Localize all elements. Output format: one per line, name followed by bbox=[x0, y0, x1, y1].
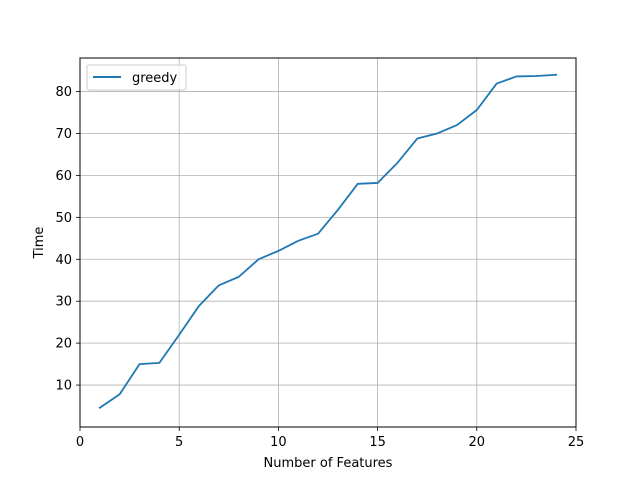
data-point bbox=[238, 276, 240, 278]
data-point bbox=[377, 182, 379, 184]
y-tick-label: 60 bbox=[55, 169, 72, 184]
grid bbox=[79, 58, 577, 427]
legend: greedy bbox=[86, 64, 187, 91]
data-point bbox=[218, 284, 220, 286]
x-tick-label: 10 bbox=[270, 435, 287, 450]
legend-box bbox=[86, 64, 187, 91]
data-point bbox=[99, 407, 101, 409]
legend-label-greedy: greedy bbox=[132, 71, 178, 86]
x-axis-label: Number of Features bbox=[264, 456, 393, 471]
data-point bbox=[278, 250, 280, 252]
ticks: 0 5 10 15 20 25 10 20 30 40 50 60 70 80 bbox=[55, 85, 584, 450]
y-axis-label: Time bbox=[32, 227, 47, 260]
data-point bbox=[139, 363, 141, 365]
data-point bbox=[297, 240, 299, 242]
x-tick-label: 15 bbox=[369, 435, 386, 450]
plot-frame bbox=[79, 57, 577, 428]
data-point bbox=[119, 393, 121, 395]
data-point bbox=[178, 334, 180, 336]
data-point bbox=[317, 233, 319, 235]
data-point bbox=[397, 162, 399, 164]
x-tick-label: 0 bbox=[76, 435, 84, 450]
y-tick-label: 30 bbox=[55, 295, 72, 310]
data-point bbox=[536, 75, 538, 77]
data-point bbox=[496, 83, 498, 85]
data-point bbox=[258, 258, 260, 260]
x-tick-label: 20 bbox=[469, 435, 486, 450]
series-line-greedy bbox=[98, 73, 558, 409]
x-tick-label: 25 bbox=[568, 435, 585, 450]
series-layer bbox=[98, 73, 558, 409]
x-tick-label: 5 bbox=[175, 435, 183, 450]
y-tick-label: 80 bbox=[55, 85, 72, 100]
y-tick-label: 20 bbox=[55, 337, 72, 352]
data-point bbox=[555, 74, 557, 76]
data-point bbox=[198, 305, 200, 307]
data-point bbox=[159, 362, 161, 364]
y-tick-label: 10 bbox=[55, 379, 72, 394]
y-tick-label: 40 bbox=[55, 253, 72, 268]
data-point bbox=[516, 76, 518, 78]
data-point bbox=[357, 183, 359, 185]
data-point bbox=[476, 109, 478, 111]
data-point bbox=[416, 138, 418, 140]
data-point bbox=[456, 124, 458, 126]
y-tick-label: 70 bbox=[55, 127, 72, 142]
y-tick-label: 50 bbox=[55, 211, 72, 226]
data-point bbox=[337, 209, 339, 211]
data-point bbox=[436, 133, 438, 135]
